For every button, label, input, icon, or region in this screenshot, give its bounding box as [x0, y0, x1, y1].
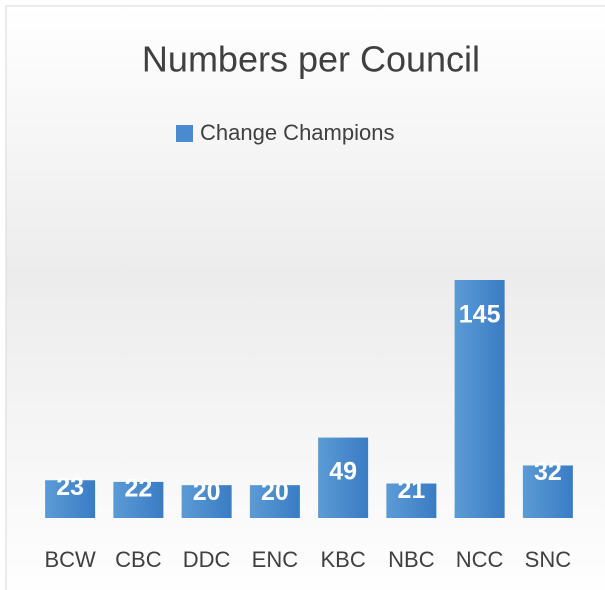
- data-label: 22: [124, 474, 152, 502]
- data-label: 32: [534, 458, 562, 486]
- chart-title: Numbers per Council: [142, 39, 480, 80]
- bar: [45, 480, 96, 518]
- bar: [181, 485, 232, 518]
- data-label: 20: [193, 478, 221, 506]
- bar: [249, 485, 300, 518]
- x-tick-label: DDC: [183, 547, 231, 572]
- bar: [522, 465, 573, 518]
- x-tick-label: ENC: [252, 547, 299, 572]
- x-tick-label: SNC: [525, 547, 572, 572]
- legend-label: Change Champions: [200, 120, 394, 145]
- legend-swatch: [176, 125, 193, 142]
- bar: [113, 481, 164, 518]
- data-label: 49: [329, 458, 357, 486]
- bar: [386, 483, 437, 518]
- x-tick-label: BCW: [44, 547, 96, 572]
- data-label: 20: [261, 478, 289, 506]
- bar: [454, 280, 505, 518]
- data-label: 21: [397, 476, 425, 504]
- chart-frame: [5, 5, 605, 590]
- bar: [318, 437, 369, 518]
- x-tick-label: NCC: [456, 547, 504, 572]
- x-tick-label: KBC: [321, 547, 366, 572]
- data-label: 23: [56, 473, 84, 501]
- data-label: 145: [459, 301, 501, 329]
- x-tick-label: NBC: [388, 547, 435, 572]
- x-tick-label: CBC: [115, 547, 162, 572]
